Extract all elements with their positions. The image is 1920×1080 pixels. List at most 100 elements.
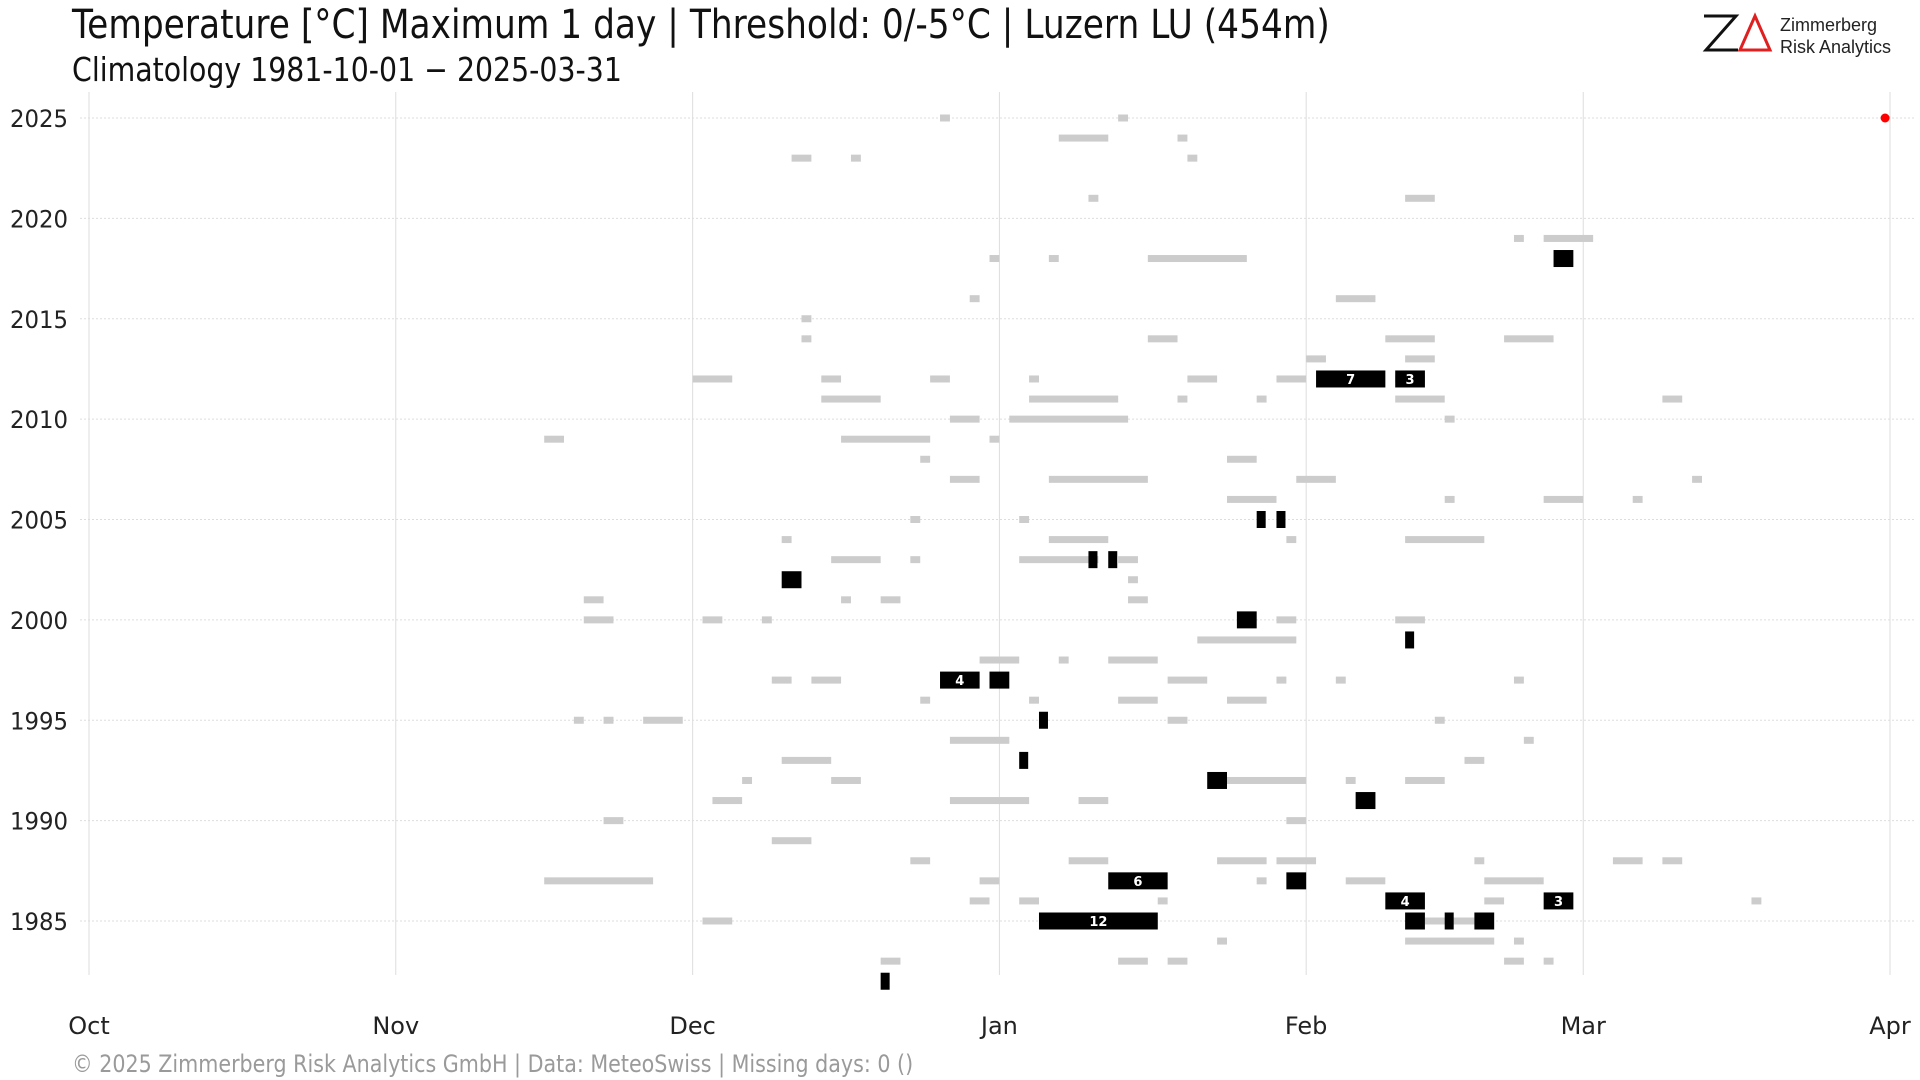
below-zero-bar: [880, 596, 901, 604]
below-zero-bar: [1029, 375, 1039, 383]
below-zero-bar: [1147, 335, 1178, 343]
below-minus5-bar: [781, 571, 802, 589]
below-zero-bar: [1405, 194, 1435, 202]
below-zero-bar: [1345, 776, 1356, 784]
below-zero-bar: [1256, 877, 1267, 885]
below-zero-bar: [979, 877, 1000, 885]
below-zero-bar: [1335, 295, 1376, 303]
below-zero-bar: [969, 295, 980, 303]
below-minus5-bar: [1474, 912, 1495, 930]
below-zero-bar: [1029, 696, 1039, 704]
y-tick-label: 1985: [10, 908, 68, 936]
below-zero-bar: [821, 395, 881, 403]
below-zero-bar: [1108, 656, 1158, 664]
below-zero-bar: [1167, 957, 1188, 965]
below-zero-bar: [771, 676, 792, 684]
below-minus5-bar: [1543, 892, 1574, 910]
below-zero-bar: [1286, 817, 1307, 825]
below-zero-bar: [1217, 857, 1267, 865]
below-zero-bar: [969, 897, 990, 905]
company-logo: Zimmerberg Risk Analytics: [1700, 8, 1900, 60]
y-tick-label: 2015: [10, 306, 68, 334]
below-zero-bar: [1692, 475, 1702, 483]
below-zero-bar: [1632, 495, 1643, 503]
below-zero-bar: [583, 596, 604, 604]
below-minus5-bar: [1038, 711, 1048, 729]
below-zero-bar: [1276, 375, 1307, 383]
x-tick-label: Nov: [372, 1012, 419, 1040]
below-zero-bar: [910, 516, 921, 523]
below-zero-bar: [1058, 134, 1109, 142]
below-zero-bar: [1385, 335, 1435, 343]
below-zero-bar: [1118, 556, 1138, 564]
below-minus5-bar: [1256, 511, 1266, 528]
below-zero-bar: [1306, 355, 1326, 363]
below-zero-bar: [1019, 897, 1039, 905]
below-zero-bar: [1167, 676, 1208, 684]
below-zero-bar: [1513, 937, 1524, 945]
below-minus5-bar: [1088, 551, 1098, 569]
below-zero-bar: [1504, 335, 1554, 343]
logo-mark-icon: [1702, 12, 1773, 52]
below-zero-bar: [841, 435, 931, 443]
below-zero-bar: [1543, 957, 1554, 965]
below-zero-bar: [910, 556, 921, 564]
below-minus5-bar: [940, 671, 980, 689]
below-zero-bar: [1335, 676, 1346, 684]
below-zero-bar: [1474, 857, 1485, 865]
below-minus5-bar: [1405, 912, 1425, 930]
below-zero-bar: [1078, 797, 1109, 805]
below-minus5-bar: [1019, 751, 1029, 769]
below-minus5-bar: [1385, 892, 1425, 910]
x-tick-label: Jan: [979, 1012, 1018, 1040]
bar-count-label: 6: [1133, 875, 1142, 890]
below-zero-bar: [603, 716, 614, 724]
below-zero-bar: [1504, 957, 1524, 965]
x-tick-label: Apr: [1869, 1012, 1911, 1040]
below-zero-bar: [692, 375, 733, 383]
below-zero-bar: [761, 616, 772, 624]
below-minus5-bar: [1207, 771, 1228, 789]
x-axis-ticks: Oct Nov Dec Jan Feb Mar Apr: [68, 1012, 1911, 1040]
bar-count-label: 4: [955, 674, 964, 689]
below-zero-bar: [1405, 937, 1495, 945]
below-zero-bar: [1345, 877, 1386, 885]
bar-count-label: 3: [1406, 373, 1415, 388]
below-zero-bar: [1157, 897, 1168, 905]
below-zero-bar: [1513, 676, 1524, 684]
below-zero-bar: [1118, 114, 1129, 122]
below-zero-bar: [940, 114, 950, 122]
below-zero-bar: [801, 335, 812, 343]
x-tick-label: Dec: [669, 1012, 715, 1040]
below-zero-bar: [1118, 957, 1148, 965]
below-minus5-bar: [1405, 631, 1415, 649]
bar-count-label: 3: [1554, 895, 1563, 910]
below-zero-bar: [1405, 776, 1445, 784]
below-minus5-bar: [1316, 370, 1386, 388]
chart-plot: 7 3 4 6 4 3 12 1985 1990 1995 2000 2005 2010 2015 202…: [10, 92, 1915, 1040]
below-zero-bar: [1523, 736, 1534, 744]
below-zero-bar: [1029, 395, 1119, 403]
below-zero-bar: [1197, 636, 1297, 644]
below-zero-bar: [1662, 857, 1683, 865]
below-minus5-runs: 7 3 4 6 4 3 12: [781, 250, 1574, 990]
below-zero-bar: [1444, 415, 1455, 423]
chart-title: Temperature [°C] Maximum 1 day | Thresho…: [72, 2, 1330, 48]
below-minus5-bar: [1286, 872, 1307, 890]
y-tick-label: 2025: [10, 105, 68, 133]
below-minus5-bar: [1395, 370, 1425, 388]
below-zero-bar: [702, 616, 723, 624]
y-tick-label: 1995: [10, 707, 68, 735]
below-zero-bar: [781, 536, 792, 544]
below-zero-bar: [791, 154, 812, 162]
below-minus5-bar: [1553, 250, 1574, 268]
footer-credits: © 2025 Zimmerberg Risk Analytics GmbH | …: [72, 1050, 914, 1078]
below-zero-bar: [1048, 536, 1109, 544]
below-zero-bar: [920, 455, 931, 463]
below-zero-bar: [949, 415, 980, 423]
below-zero-bar: [1276, 857, 1317, 865]
below-zero-bar: [1405, 536, 1485, 544]
below-zero-bar: [573, 716, 584, 724]
below-zero-bar: [583, 616, 614, 624]
below-zero-bar: [1009, 415, 1129, 423]
